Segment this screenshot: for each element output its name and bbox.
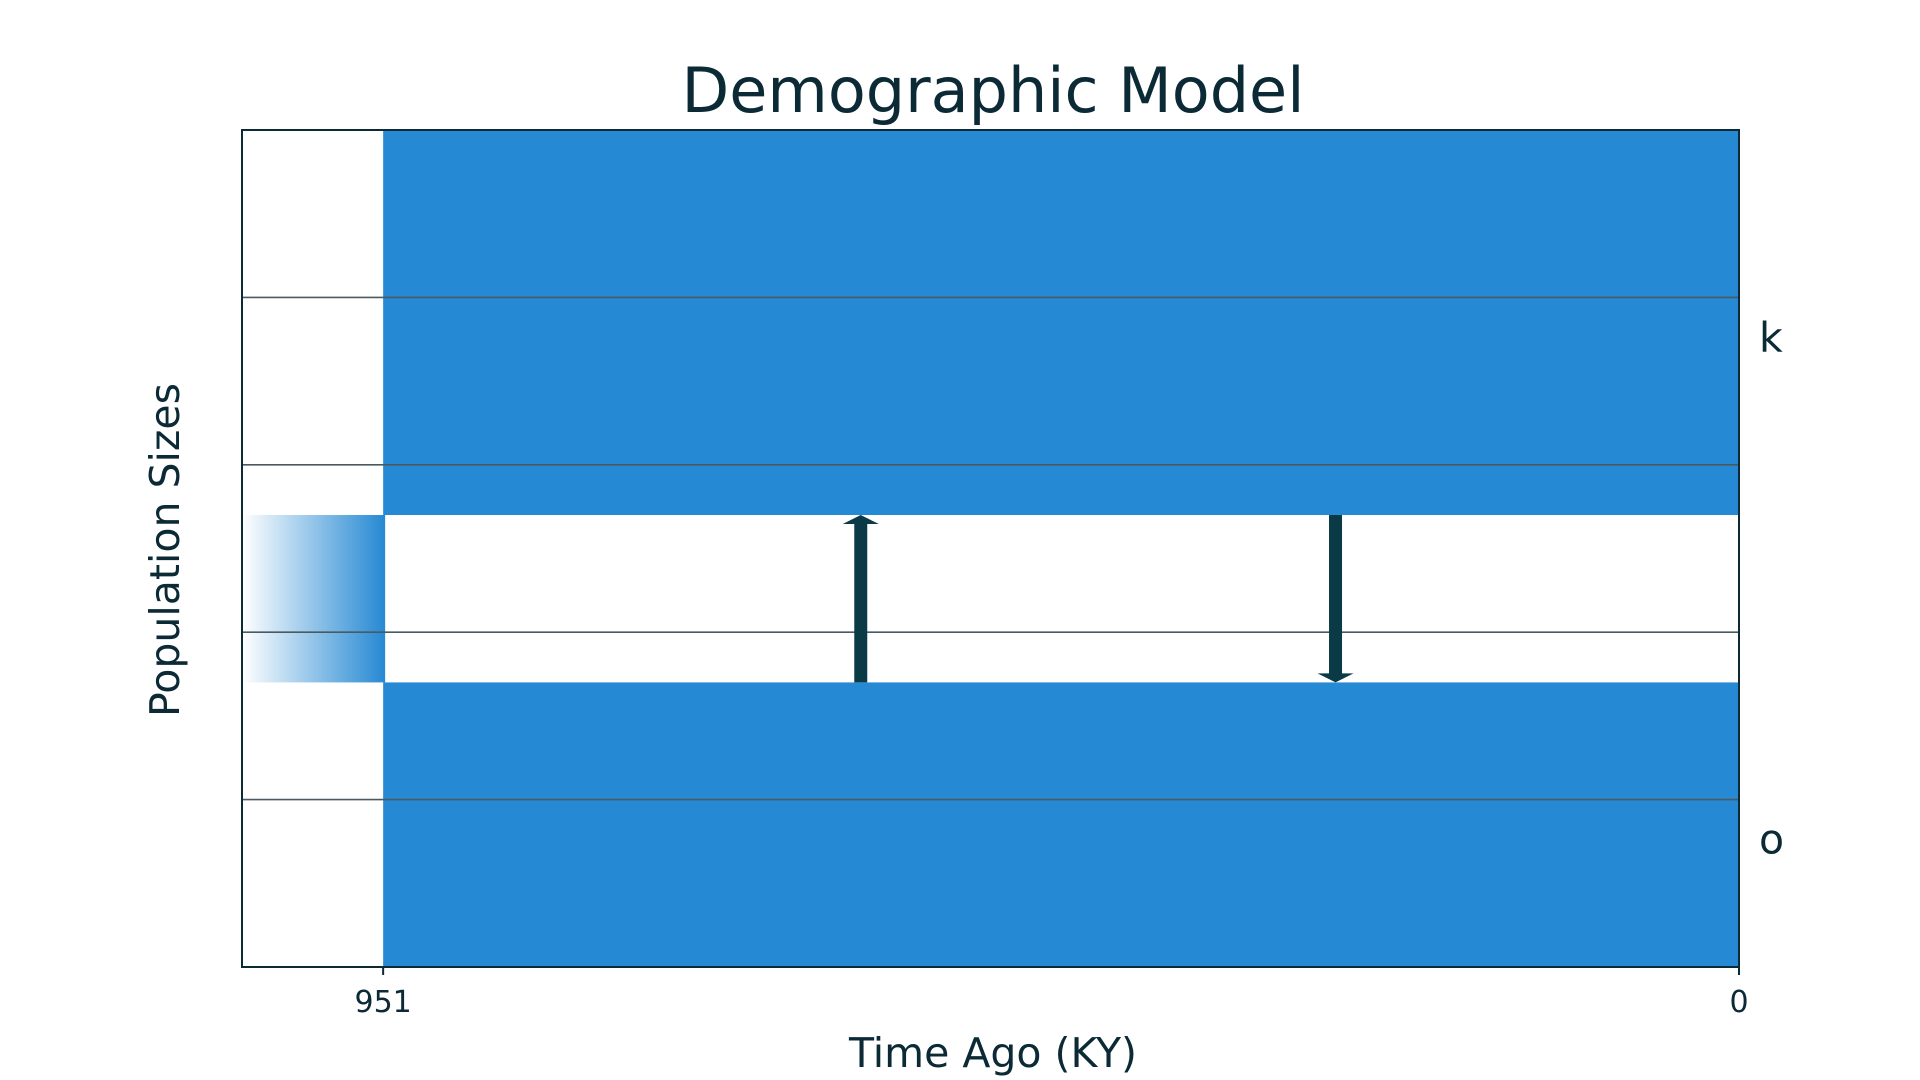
population-label-k: k xyxy=(1759,313,1783,361)
ancestral-population xyxy=(242,515,386,683)
x-tick-label-2: 0 xyxy=(1729,985,1748,1020)
x-axis-label: Time Ago (KY) xyxy=(848,1029,1137,1077)
migration-arrow-head-2 xyxy=(1317,673,1354,683)
population-band-o xyxy=(383,682,1739,967)
population-band-k xyxy=(383,130,1739,516)
plot-area: k o 951 0 xyxy=(241,129,1784,1020)
chart-title: Demographic Model xyxy=(682,54,1305,127)
x-tick-label-1: 951 xyxy=(355,985,412,1020)
population-label-o: o xyxy=(1759,815,1784,863)
migration-arrow-head-1 xyxy=(842,515,879,525)
y-axis-label: Population Sizes xyxy=(141,383,189,717)
plot-frame xyxy=(241,129,1740,968)
